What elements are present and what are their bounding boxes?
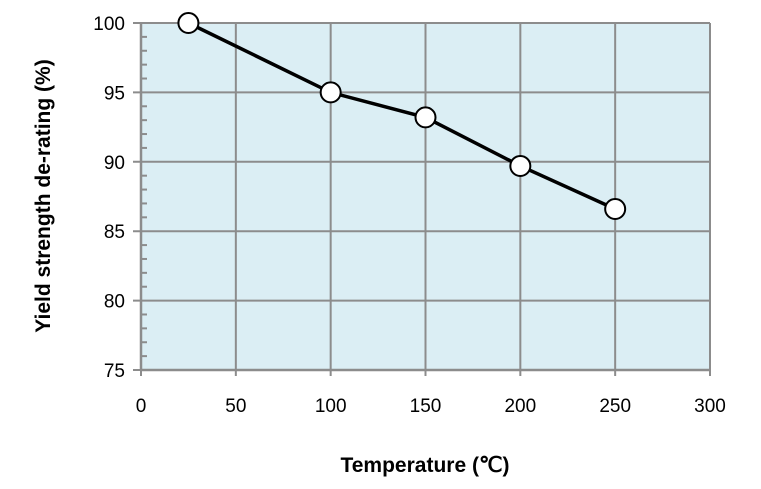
data-point bbox=[177, 12, 200, 34]
x-tick-label: 300 bbox=[694, 396, 726, 417]
x-tick-label: 200 bbox=[504, 396, 536, 417]
x-axis-ticks: 0 50 100 150 200 250 300 bbox=[136, 396, 726, 417]
data-point bbox=[319, 81, 342, 104]
y-tick-label: 100 bbox=[93, 14, 125, 35]
y-tick-label: 95 bbox=[104, 83, 125, 104]
series bbox=[177, 12, 627, 220]
y-tick-label: 80 bbox=[104, 292, 125, 313]
x-tick-label: 0 bbox=[136, 396, 147, 417]
x-tick-label: 50 bbox=[225, 396, 246, 417]
x-tick-label: 150 bbox=[410, 396, 442, 417]
data-point bbox=[414, 106, 437, 129]
data-point bbox=[604, 197, 627, 220]
x-axis-label: Temperature (℃) bbox=[340, 454, 509, 477]
y-axis-ticks: 75 80 85 90 95 100 bbox=[93, 14, 125, 382]
y-tick-label: 85 bbox=[104, 222, 125, 243]
y-tick-label: 90 bbox=[104, 153, 125, 174]
x-tick-label: 100 bbox=[315, 396, 347, 417]
y-axis-label: Yield strength de-rating (%) bbox=[32, 59, 55, 332]
data-point bbox=[509, 154, 532, 177]
y-tick-label: 75 bbox=[104, 361, 125, 382]
x-tick-label: 250 bbox=[599, 396, 631, 417]
